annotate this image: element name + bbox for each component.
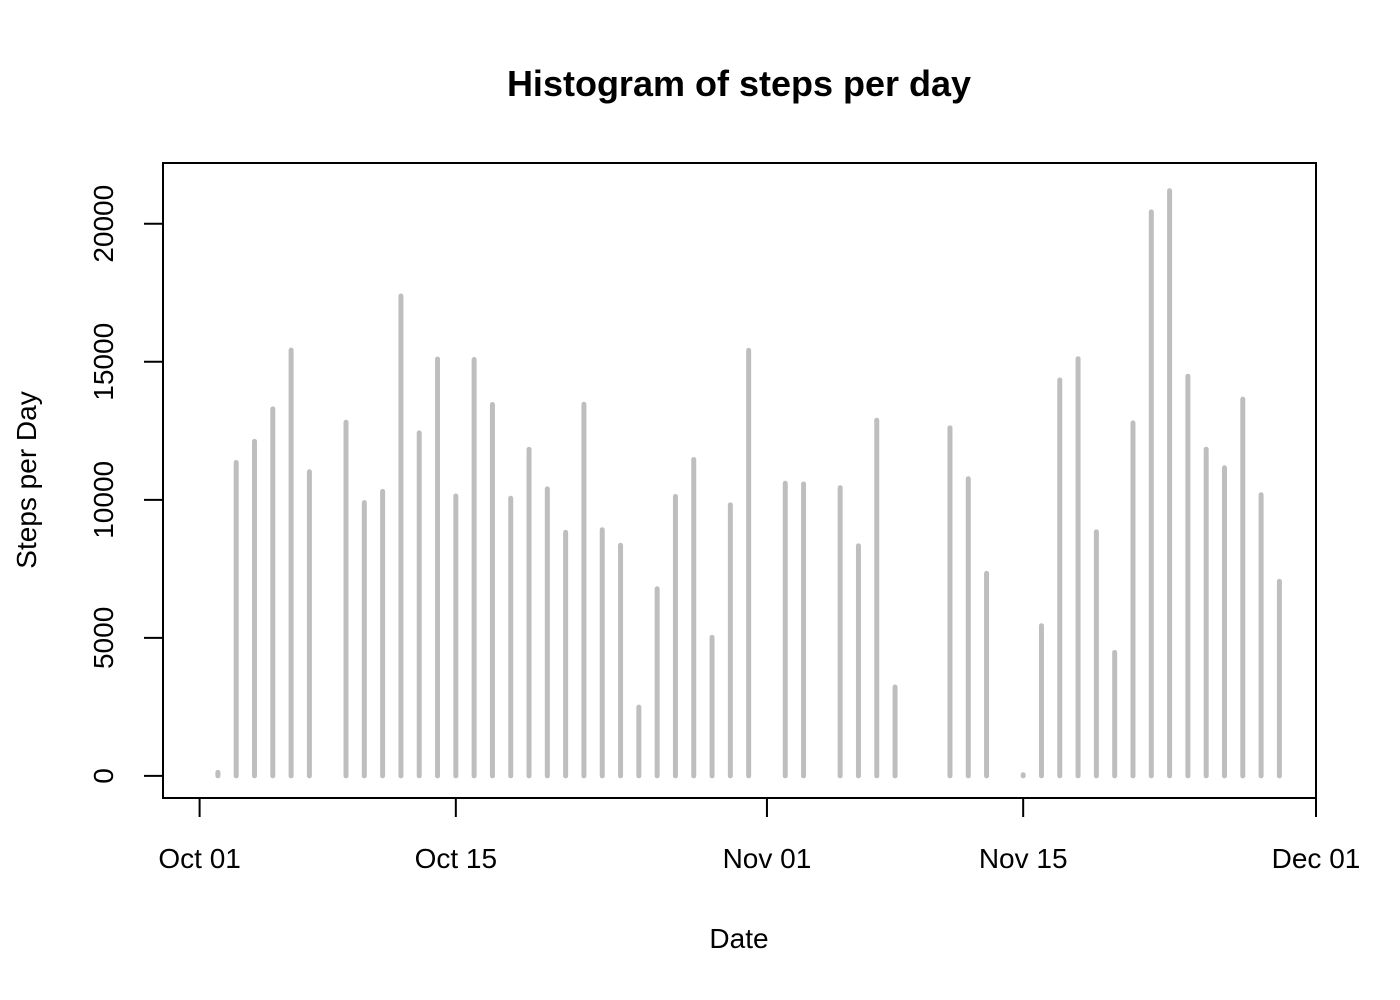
y-tick-label: 0 xyxy=(88,768,119,784)
x-tick-label: Nov 01 xyxy=(723,843,812,874)
y-axis: 0 5000 10000 15000 20000 xyxy=(88,185,164,784)
x-tick-label: Oct 01 xyxy=(158,843,240,874)
y-axis-label: Steps per Day xyxy=(11,391,42,568)
x-axis-label: Date xyxy=(709,923,768,954)
y-tick-label: 10000 xyxy=(88,461,119,539)
y-tick-label: 5000 xyxy=(88,607,119,669)
bars xyxy=(215,188,1282,779)
plot-frame xyxy=(162,162,1317,799)
y-tick-label: 20000 xyxy=(88,185,119,263)
x-tick-label: Dec 01 xyxy=(1272,843,1361,874)
chart-title: Histogram of steps per day xyxy=(507,63,971,104)
x-axis: Oct 01 Oct 15 Nov 01 Nov 15 Dec 01 xyxy=(158,797,1361,874)
x-tick-label: Oct 15 xyxy=(415,843,497,874)
x-tick-label: Nov 15 xyxy=(979,843,1068,874)
y-tick-label: 15000 xyxy=(88,323,119,401)
